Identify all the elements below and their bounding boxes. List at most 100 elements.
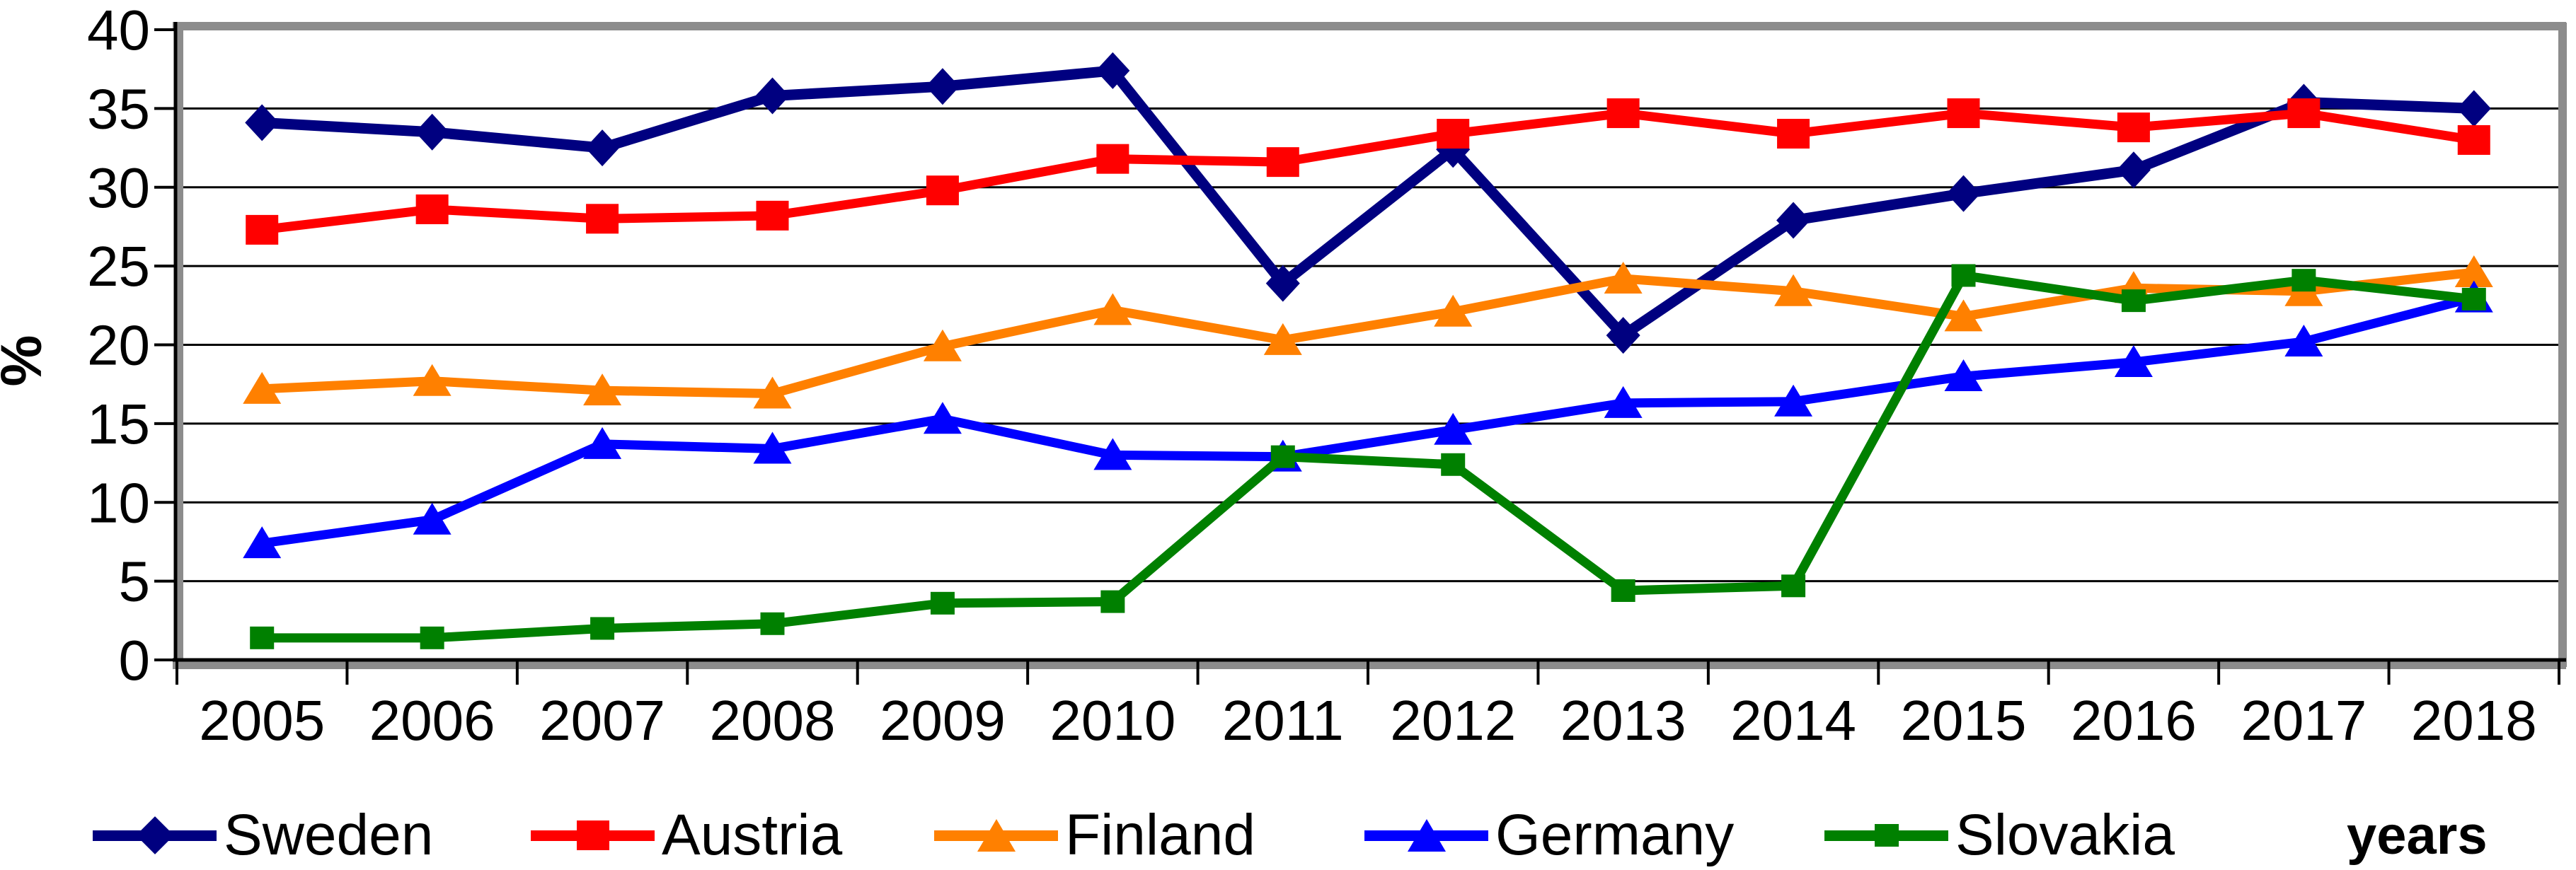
data-point-marker — [243, 371, 282, 404]
data-point-marker — [1434, 294, 1473, 327]
data-point-marker — [415, 113, 449, 151]
data-point-marker — [1774, 274, 1813, 306]
data-point-marker — [1437, 119, 1470, 149]
data-point-marker — [413, 502, 452, 535]
y-tick-label: 5 — [119, 550, 151, 613]
x-tick-label: 2015 — [1901, 689, 2027, 752]
x-tick-label: 2007 — [539, 689, 665, 752]
data-point-marker — [2287, 98, 2321, 129]
y-axis-title: % — [0, 335, 54, 387]
data-point-marker — [1265, 265, 1300, 302]
data-point-marker — [2116, 151, 2151, 189]
y-tick-label: 40 — [87, 0, 150, 62]
data-point-marker — [2114, 345, 2153, 378]
data-point-marker — [2457, 124, 2490, 155]
data-point-marker — [243, 526, 282, 559]
data-point-marker — [1774, 384, 1813, 417]
series-line-austria — [257, 108, 2479, 235]
y-tick-label: 35 — [87, 77, 150, 140]
x-tick-label: 2017 — [2241, 689, 2367, 752]
y-tick-label: 30 — [87, 156, 150, 219]
data-point-marker — [1951, 264, 1976, 287]
x-tick-label: 2009 — [880, 689, 1006, 752]
data-point-marker — [756, 200, 789, 231]
data-point-marker — [1606, 317, 1640, 354]
data-point-marker — [2292, 269, 2316, 292]
x-axis-tick-labels: 2005 2006 2007 2008 2009 2010 2011 2012 2013 2014… — [199, 689, 2537, 752]
x-tick-label: 2012 — [1390, 689, 1516, 752]
data-point-marker — [250, 626, 275, 649]
data-point-marker — [760, 612, 785, 635]
data-point-marker — [420, 626, 444, 649]
x-tick-label: 2014 — [1730, 689, 1856, 752]
data-point-marker — [1944, 299, 1983, 332]
data-point-marker — [246, 214, 279, 245]
data-point-marker — [245, 104, 280, 141]
series-germany — [243, 280, 2493, 559]
data-point-marker — [755, 77, 790, 115]
series-line-sweden — [256, 65, 2480, 341]
data-point-marker — [2121, 289, 2146, 313]
series-finland — [243, 255, 2493, 409]
data-point-marker — [1096, 144, 1129, 174]
y-axis-tick-labels: 0 5 10 15 20 25 30 35 40 — [87, 0, 150, 692]
data-point-marker — [590, 617, 615, 640]
x-tick-label: 2016 — [2071, 689, 2197, 752]
data-point-marker — [2454, 255, 2493, 288]
y-tick-label: 0 — [119, 629, 151, 692]
data-point-marker — [925, 68, 960, 105]
data-point-marker — [1946, 175, 1981, 212]
data-point-marker — [930, 591, 955, 615]
data-point-marker — [1093, 293, 1132, 325]
data-point-marker — [753, 376, 792, 409]
data-point-marker — [1096, 52, 1130, 89]
y-tick-label: 10 — [87, 471, 150, 534]
data-point-marker — [1604, 261, 1643, 294]
data-point-marker — [1263, 323, 1302, 355]
series-line-slovakia — [257, 270, 2479, 643]
series-line-germany — [257, 293, 2479, 548]
data-point-marker — [583, 427, 622, 459]
data-point-marker — [1270, 445, 1295, 468]
data-point-marker — [1434, 412, 1473, 445]
data-point-marker — [1266, 147, 1299, 178]
series-austria — [246, 98, 2490, 245]
data-point-marker — [415, 194, 449, 224]
x-tick-label: 2010 — [1050, 689, 1175, 752]
data-point-marker — [1944, 359, 1983, 392]
data-point-marker — [1781, 574, 1806, 598]
data-point-marker — [2117, 112, 2150, 143]
data-point-marker — [413, 364, 452, 396]
data-point-marker — [1093, 438, 1132, 470]
series-sweden — [245, 52, 2491, 354]
data-point-marker — [923, 402, 962, 434]
data-point-marker — [923, 329, 962, 361]
axis-ticks — [154, 28, 2560, 685]
data-point-marker — [2456, 90, 2491, 127]
data-point-marker — [1604, 385, 1643, 418]
data-point-marker — [1100, 590, 1125, 613]
data-point-marker — [2461, 287, 2486, 311]
series-slovakia — [250, 264, 2486, 649]
data-point-marker — [753, 431, 792, 464]
data-point-marker — [586, 204, 619, 234]
x-tick-label: 2018 — [2411, 689, 2537, 752]
data-point-marker — [583, 373, 622, 406]
data-point-marker — [2284, 325, 2323, 357]
data-point-marker — [1776, 202, 1811, 239]
data-point-marker — [585, 129, 620, 167]
data-point-marker — [1606, 98, 1640, 129]
data-point-marker — [1441, 453, 1466, 476]
y-tick-label: 25 — [87, 235, 150, 298]
y-tick-label: 15 — [87, 393, 150, 456]
x-tick-label: 2008 — [710, 689, 836, 752]
x-tick-label: 2011 — [1222, 689, 1344, 752]
data-point-marker — [926, 175, 959, 206]
y-tick-label: 20 — [87, 314, 150, 377]
data-point-marker — [1947, 98, 1980, 129]
x-tick-label: 2005 — [199, 689, 325, 752]
data-point-marker — [1777, 119, 1810, 149]
gridlines — [177, 107, 2559, 583]
